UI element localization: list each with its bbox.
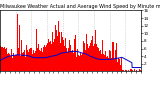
Text: Milwaukee Weather Actual and Average Wind Speed by Minute mph (Last 24 Hours): Milwaukee Weather Actual and Average Win… [0, 4, 160, 9]
